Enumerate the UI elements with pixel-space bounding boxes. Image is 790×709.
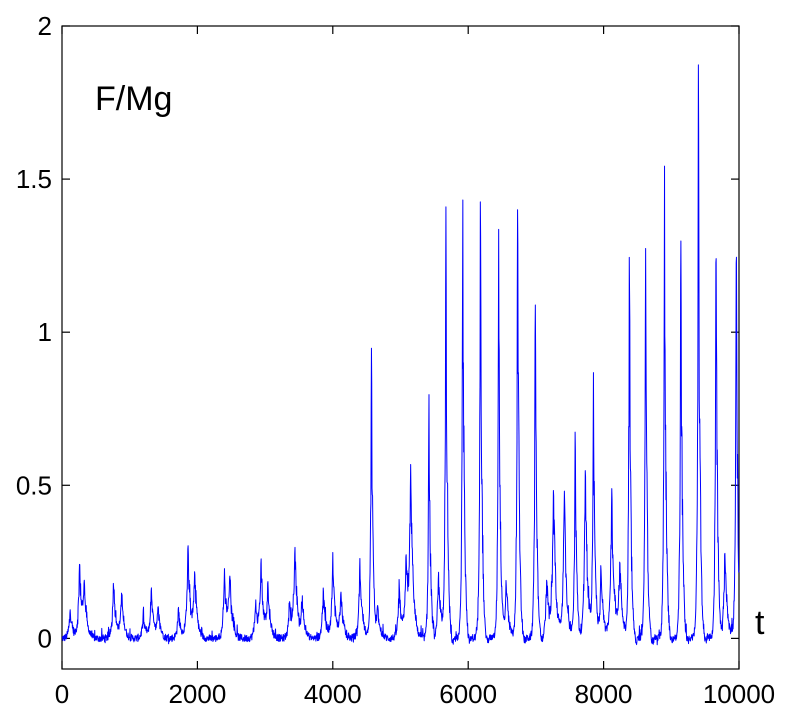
x-tick-label: 4000 — [304, 679, 362, 709]
x-tick-label: 6000 — [439, 679, 497, 709]
x-tick-labels: 0 2000 4000 6000 8000 10000 — [55, 679, 775, 709]
y-tick-label: 0.5 — [16, 470, 52, 500]
x-tick-label: 0 — [55, 679, 69, 709]
x-tick-label: 8000 — [575, 679, 633, 709]
y-tick-label: 1 — [38, 317, 52, 347]
y-tick-label: 2 — [38, 11, 52, 41]
tick-marks — [61, 25, 740, 669]
annotation-f-mg: F/Mg — [95, 80, 172, 118]
y-tick-labels: 0 0.5 1 1.5 2 — [16, 11, 52, 653]
annotation-t: t — [755, 604, 765, 642]
x-tick-label: 10000 — [703, 679, 775, 709]
y-tick-label: 1.5 — [16, 164, 52, 194]
plot-frame — [61, 25, 740, 670]
x-tick-label: 2000 — [168, 679, 226, 709]
series-line — [61, 64, 740, 646]
y-tick-label: 0 — [38, 623, 52, 653]
